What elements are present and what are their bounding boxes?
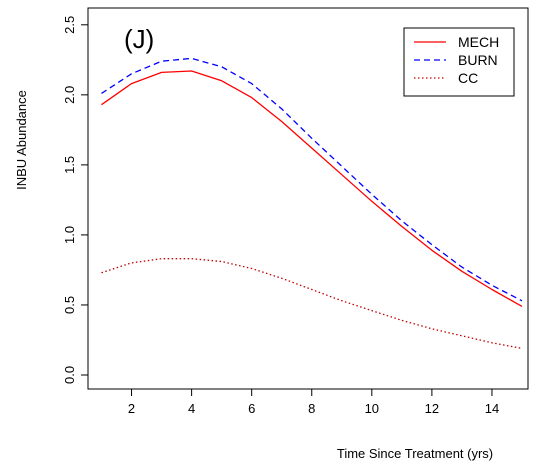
series-layer xyxy=(101,57,523,350)
x-axis: 2 4 6 8 10 12 14 xyxy=(128,389,499,416)
x-tick-label: 4 xyxy=(188,401,195,416)
x-tick-label: 10 xyxy=(365,401,379,416)
x-tick-label: 14 xyxy=(485,401,499,416)
legend-label-cc: CC xyxy=(458,70,478,86)
y-tick-label: 1.5 xyxy=(62,156,77,174)
x-tick-label: 2 xyxy=(128,401,135,416)
x-tick-label: 8 xyxy=(308,401,315,416)
x-axis-title: Time Since Treatment (yrs) xyxy=(337,446,493,461)
y-tick-label: 0.0 xyxy=(62,366,77,384)
legend-label-mech: MECH xyxy=(458,34,499,50)
y-axis-title: INBU Abundance xyxy=(14,90,29,190)
panel-label: (J) xyxy=(124,24,154,54)
y-tick-label: 1.0 xyxy=(62,226,77,244)
x-tick-label: 6 xyxy=(248,401,255,416)
plot-frame xyxy=(87,7,529,390)
series-line-burn xyxy=(101,57,523,302)
legend-label-burn: BURN xyxy=(458,52,498,68)
legend: MECH BURN CC xyxy=(403,27,515,97)
x-tick-label: 12 xyxy=(425,401,439,416)
series-line-cc xyxy=(101,258,523,350)
legend-box xyxy=(403,27,515,97)
series-line-mech xyxy=(101,70,523,307)
y-tick-label: 0.5 xyxy=(62,296,77,314)
y-axis: 0.0 0.5 1.0 1.5 2.0 2.5 xyxy=(62,16,88,384)
y-tick-label: 2.0 xyxy=(62,86,77,104)
legend-items: MECH BURN CC xyxy=(414,34,499,86)
y-tick-label: 2.5 xyxy=(62,16,77,34)
